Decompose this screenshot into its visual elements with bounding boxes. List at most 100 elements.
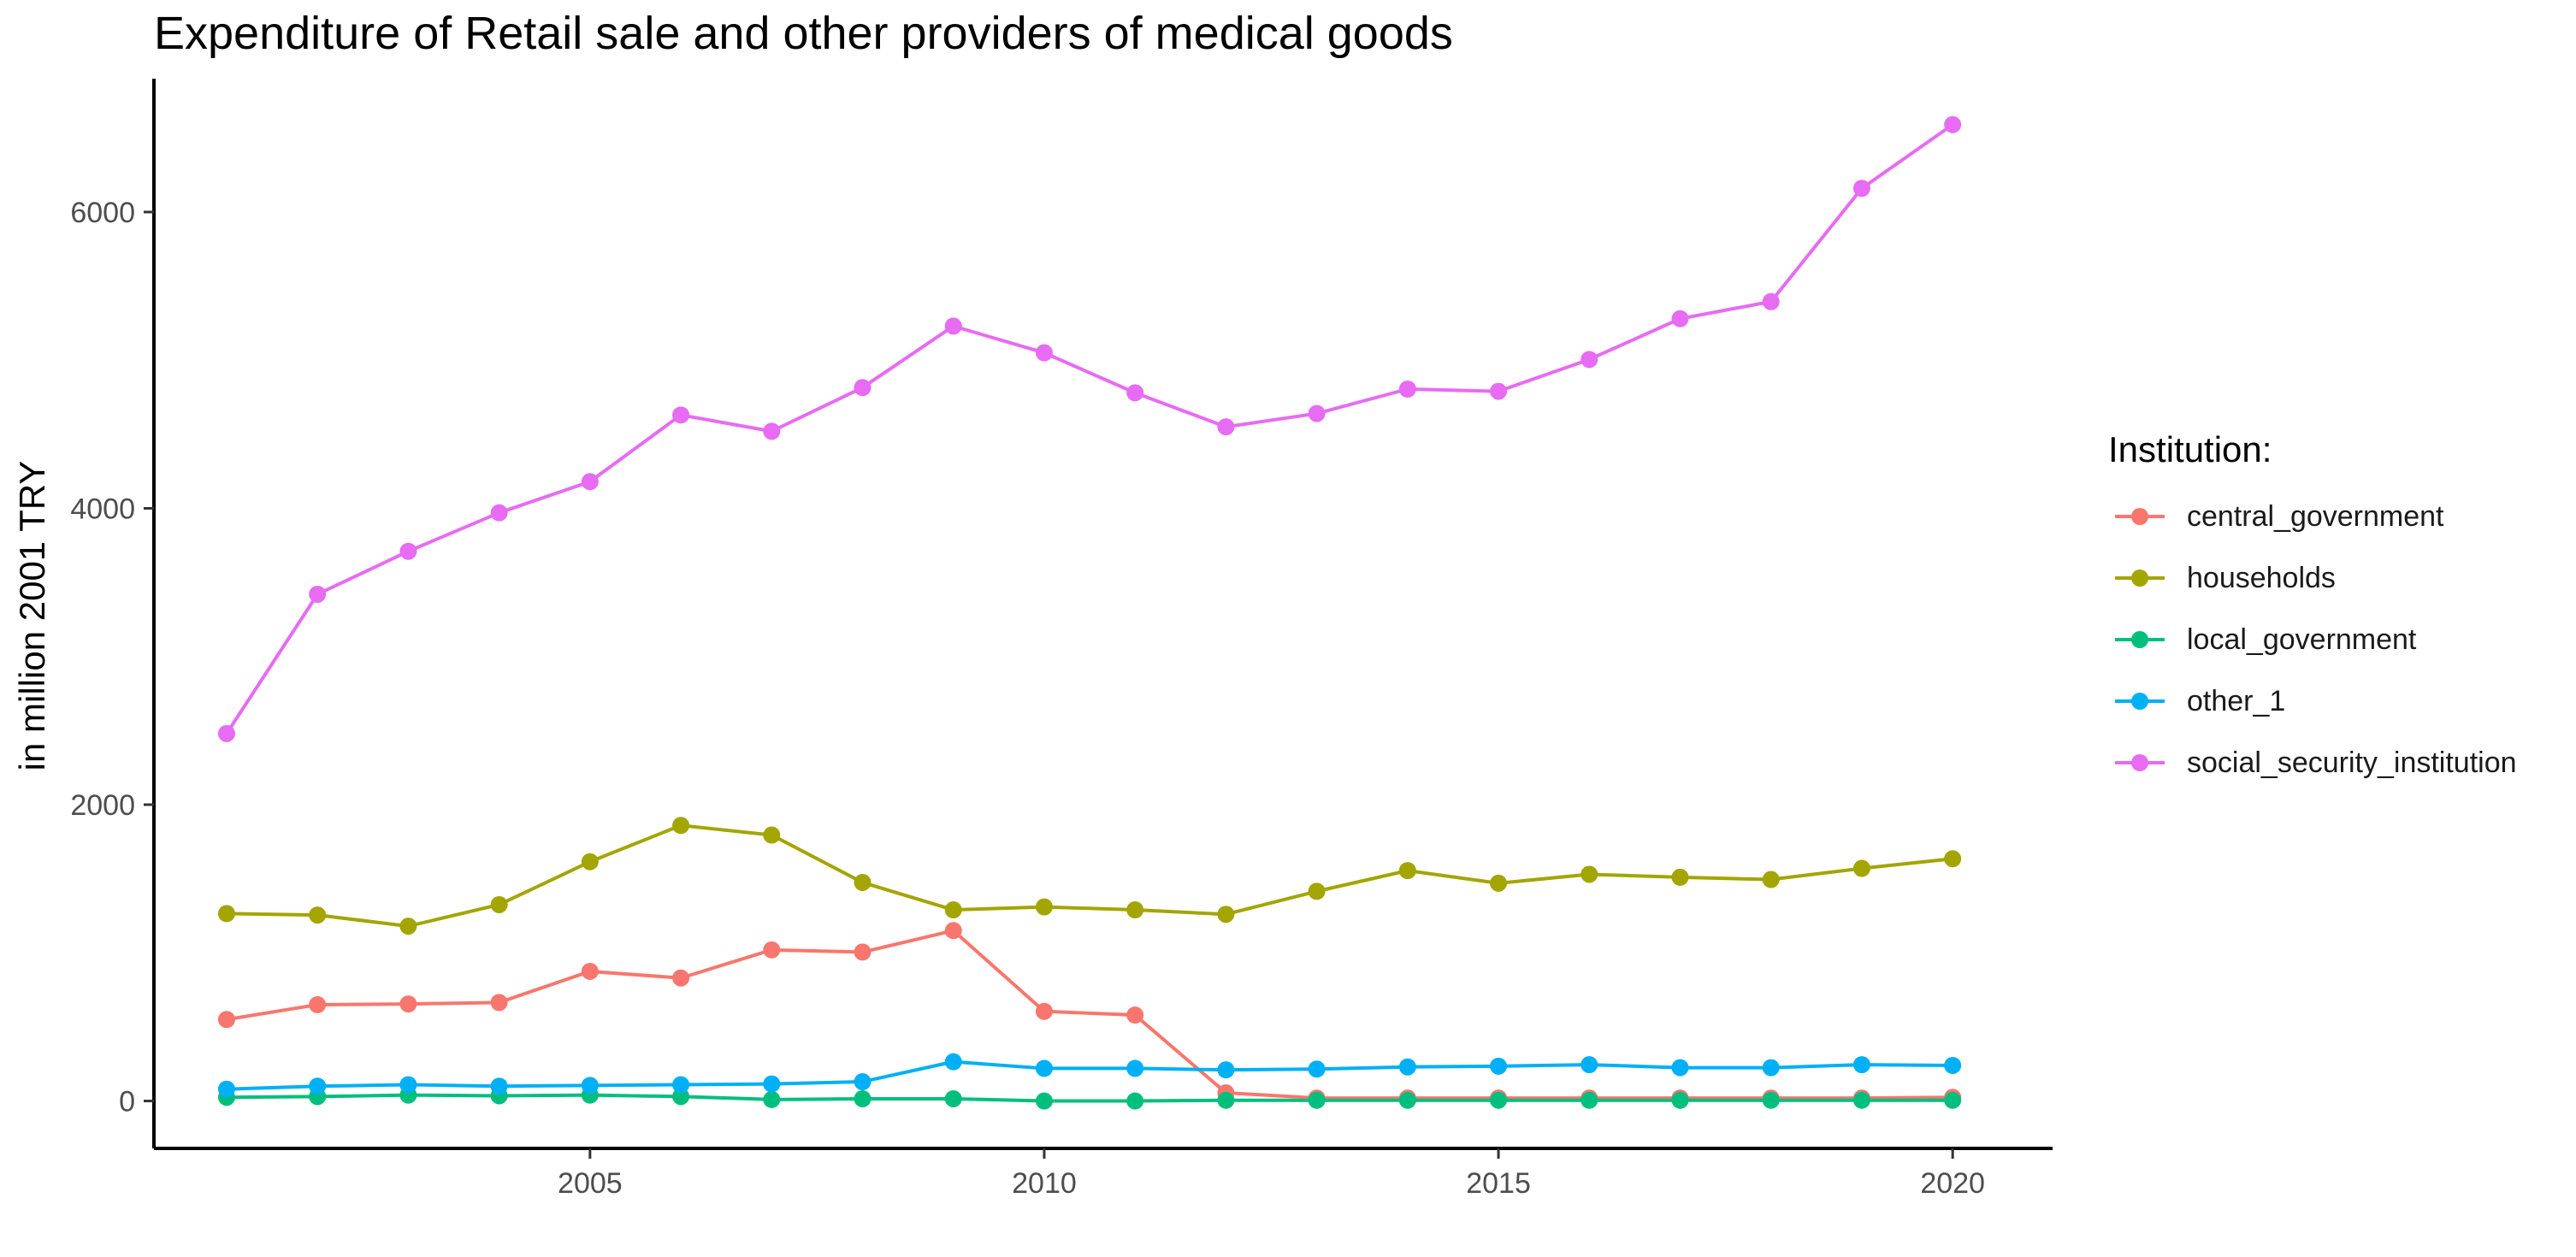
data-point-social-security-institution (1308, 404, 1326, 422)
legend-label: other_1 (2187, 684, 2286, 717)
data-point-other-1 (1580, 1056, 1598, 1074)
legend-item-social-security-institution: social_security_institution (2108, 732, 2517, 794)
data-point-households (763, 826, 781, 844)
y-axis-label: in million 2001 TRY (12, 460, 52, 771)
data-point-other-1 (854, 1073, 871, 1091)
series-line-central-government (226, 929, 1953, 1101)
legend-key-point (2131, 693, 2148, 710)
data-point-households (1308, 882, 1326, 900)
data-point-households (1217, 906, 1235, 924)
series-line-other-1 (226, 1059, 1953, 1091)
data-point-social-security-institution (581, 473, 599, 491)
data-point-other-1 (1671, 1059, 1689, 1077)
legend-label: social_security_institution (2187, 746, 2517, 779)
data-point-central-government (217, 1011, 235, 1029)
data-point-local-government (944, 1089, 962, 1107)
data-point-social-security-institution (217, 724, 235, 742)
series-line-households (226, 823, 1953, 929)
legend-key-icon (2115, 508, 2165, 525)
data-point-social-security-institution (1398, 380, 1416, 398)
data-point-households (217, 905, 235, 923)
data-point-social-security-institution (1126, 384, 1144, 402)
data-point-households (581, 853, 599, 870)
legend: Institution: central_government household… (2108, 429, 2517, 794)
data-point-central-government (1035, 1002, 1053, 1020)
data-point-central-government (490, 994, 508, 1012)
data-point-local-government (1035, 1092, 1053, 1110)
legend-item-households: households (2108, 547, 2517, 609)
data-point-local-government (672, 1088, 690, 1106)
data-point-local-government (1490, 1091, 1508, 1109)
series-line-local-government (226, 1093, 1953, 1103)
data-point-other-1 (309, 1077, 327, 1095)
data-point-central-government (944, 922, 962, 940)
data-point-households (1490, 874, 1508, 892)
y-tick-label: 4000 (70, 493, 135, 525)
data-point-social-security-institution (490, 504, 508, 522)
data-point-social-security-institution (944, 317, 962, 335)
legend-label: central_government (2187, 499, 2444, 533)
data-point-households (944, 901, 962, 919)
data-point-central-government (309, 995, 327, 1013)
data-point-local-government (1762, 1091, 1780, 1109)
data-point-social-security-institution (1944, 115, 1962, 133)
legend-key-point (2131, 631, 2148, 648)
legend-key-point (2131, 754, 2148, 771)
data-point-households (1580, 865, 1598, 883)
y-tick-label: 0 (119, 1086, 135, 1118)
data-point-local-government (1126, 1092, 1144, 1110)
series-points (217, 115, 1962, 1110)
data-point-local-government (1580, 1091, 1598, 1109)
data-point-households (1398, 862, 1416, 880)
data-point-social-security-institution (1217, 418, 1235, 436)
data-point-other-1 (763, 1075, 781, 1093)
data-point-other-1 (1944, 1056, 1962, 1074)
data-point-central-government (581, 962, 599, 980)
legend-title: Institution: (2108, 429, 2272, 469)
data-point-households (1671, 868, 1689, 886)
legend-key-icon (2115, 569, 2165, 587)
data-point-central-government (763, 941, 781, 959)
data-point-social-security-institution (672, 406, 690, 424)
data-point-local-government (763, 1090, 781, 1108)
legend-item-local-government: local_government (2108, 609, 2517, 670)
data-point-other-1 (1308, 1060, 1326, 1078)
chart-title: Expenditure of Retail sale and other pro… (154, 8, 1453, 59)
data-point-social-security-institution (854, 379, 871, 397)
data-point-households (490, 895, 508, 913)
data-point-local-government (854, 1089, 871, 1107)
data-point-other-1 (1852, 1056, 1870, 1074)
data-point-households (1852, 859, 1870, 877)
data-point-households (854, 873, 871, 891)
legend-key-point (2131, 569, 2148, 587)
data-point-social-security-institution (763, 422, 781, 440)
x-tick-label: 2010 (1012, 1167, 1077, 1200)
axes: 0 2000 4000 6000 2005 2010 2015 2020 (70, 79, 2053, 1200)
legend-label: households (2187, 561, 2336, 594)
data-point-social-security-institution (1671, 310, 1689, 328)
legend-key-point (2131, 508, 2148, 525)
data-point-social-security-institution (1035, 344, 1053, 362)
data-point-local-government (1944, 1091, 1962, 1109)
legend-key-icon (2115, 693, 2165, 710)
data-point-other-1 (217, 1080, 235, 1098)
data-point-other-1 (490, 1077, 508, 1095)
data-point-households (1944, 850, 1962, 868)
data-point-other-1 (1398, 1058, 1416, 1076)
legend-label: local_government (2187, 623, 2417, 656)
data-point-central-government (1126, 1006, 1144, 1024)
data-point-households (309, 906, 327, 924)
data-point-social-security-institution (1490, 382, 1508, 400)
data-point-social-security-institution (1580, 351, 1598, 369)
data-point-central-government (399, 995, 417, 1013)
y-tick-label: 2000 (70, 789, 135, 822)
data-point-central-government (854, 943, 871, 961)
series-lines (225, 123, 1954, 1103)
legend-item-central-government: central_government (2108, 486, 2517, 547)
x-tick-label: 2005 (558, 1167, 623, 1200)
data-point-social-security-institution (1852, 180, 1870, 198)
y-tick-label: 6000 (70, 197, 135, 229)
data-point-other-1 (1762, 1059, 1780, 1077)
data-point-central-government (672, 969, 690, 987)
